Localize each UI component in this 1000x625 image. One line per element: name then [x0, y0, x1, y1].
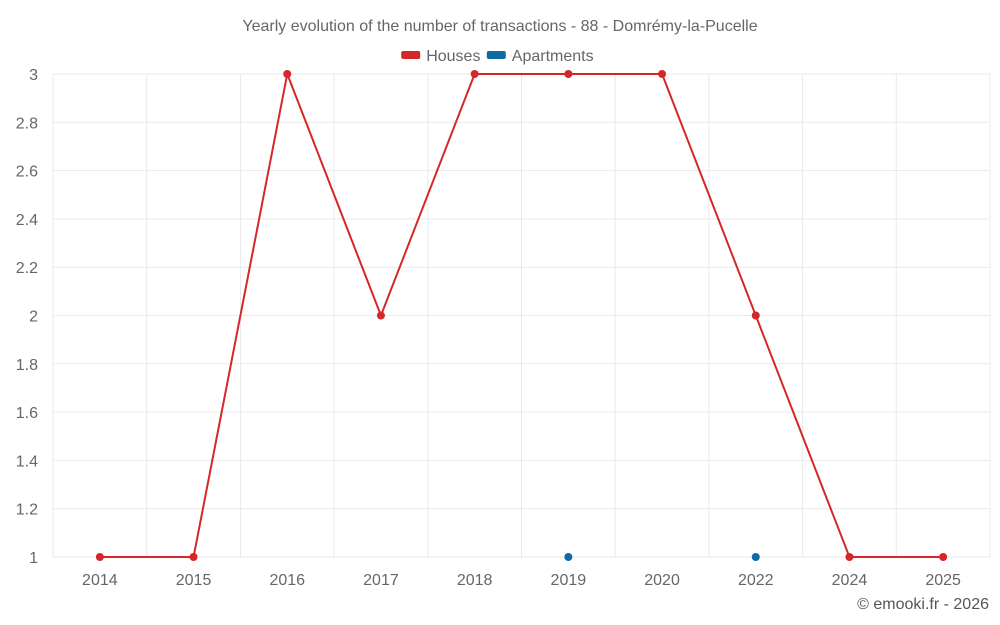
plot-area: [95, 70, 948, 561]
y-tick-label: 1.8: [16, 357, 38, 374]
legend-swatch: [401, 51, 421, 59]
y-tick-label: 1.4: [16, 453, 38, 470]
data-point-houses[interactable]: [189, 553, 198, 561]
x-tick-label: 2017: [363, 572, 399, 589]
data-point-apartments[interactable]: [751, 553, 760, 561]
y-tick-label: 3: [29, 67, 38, 84]
legend-label: Houses: [426, 48, 480, 65]
y-gridlines: [53, 73, 990, 558]
x-tick-label: 2025: [925, 572, 961, 589]
legend: Houses Apartments: [401, 48, 594, 65]
x-tick-label: 2016: [269, 572, 305, 589]
data-point-houses[interactable]: [845, 553, 854, 561]
y-tick-label: 2.6: [16, 164, 38, 181]
data-point-houses[interactable]: [376, 311, 385, 320]
legend-label: Apartments: [512, 48, 594, 65]
y-tick-label: 1.2: [16, 502, 38, 519]
series-line-houses: [99, 70, 944, 558]
x-tick-label: 2019: [551, 572, 587, 589]
data-point-houses[interactable]: [939, 553, 948, 561]
y-tick-label: 2.8: [16, 115, 38, 132]
y-tick-label: 1: [29, 550, 38, 567]
y-tick-label: 2.2: [16, 260, 38, 277]
x-tick-label: 2014: [82, 572, 118, 589]
credit-text: © emooki.fr - 2026: [857, 596, 989, 613]
data-point-houses[interactable]: [95, 553, 104, 561]
data-point-houses[interactable]: [470, 70, 479, 78]
chart-title: Yearly evolution of the number of transa…: [242, 18, 757, 35]
y-axis: 1 1.2 1.4 1.6 1.8 2 2.2 2.4 2.6 2.8 3: [16, 67, 38, 567]
x-axis: 2014 2015 2016 2017 2018 2019 2020 2022 2024 2025: [82, 572, 961, 589]
data-point-houses[interactable]: [658, 70, 667, 78]
x-tick-label: 2024: [832, 572, 868, 589]
legend-item-apartments[interactable]: Apartments: [486, 48, 594, 65]
y-tick-label: 2.4: [16, 212, 38, 229]
x-tick-label: 2018: [457, 572, 493, 589]
x-tick-label: 2020: [644, 572, 680, 589]
data-point-houses[interactable]: [751, 311, 760, 320]
data-point-houses[interactable]: [283, 70, 292, 78]
legend-swatch: [486, 51, 506, 59]
data-point-apartments[interactable]: [564, 553, 573, 561]
x-tick-label: 2022: [738, 572, 774, 589]
y-tick-label: 2: [29, 309, 38, 326]
y-tick-label: 1.6: [16, 405, 38, 422]
data-point-houses[interactable]: [564, 70, 573, 78]
legend-item-houses[interactable]: Houses: [401, 48, 480, 65]
x-tick-label: 2015: [176, 572, 212, 589]
